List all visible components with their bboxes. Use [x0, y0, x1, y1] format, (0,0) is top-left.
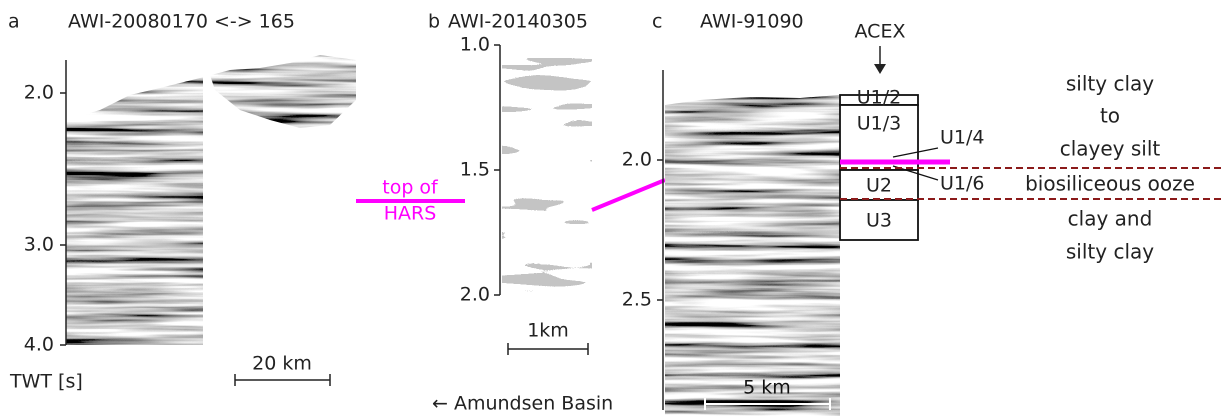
panel-title: AWI-91090: [700, 11, 804, 33]
seismic-image: [665, 68, 840, 416]
y-tick-label: 2.0: [622, 149, 652, 171]
y-tick-label: 2.0: [24, 82, 54, 104]
panel-letter: c: [652, 11, 662, 33]
lithology-label: biosiliceous ooze: [1025, 172, 1195, 196]
direction-label: ← Amundsen Basin: [432, 393, 613, 415]
unit-label: U2: [866, 175, 892, 197]
panel-title: AWI-20080170 <-> 165: [68, 11, 295, 33]
y-axis: [60, 60, 66, 345]
panel-title: AWI-20140305: [448, 11, 588, 33]
y-tick-label: 3.0: [24, 234, 54, 256]
unit-label: U1/3: [857, 113, 902, 135]
y-tick-label: 2.5: [622, 289, 652, 311]
scale-bar: [508, 343, 588, 355]
horizon-label: top of: [382, 177, 439, 199]
scale-label: 5 km: [743, 377, 791, 399]
panel-letter: a: [8, 11, 20, 33]
y-axis: [494, 45, 500, 295]
seismic-image: [502, 58, 592, 300]
y-tick-label: 1.5: [460, 159, 490, 181]
seismic-image: [66, 50, 356, 345]
scale-label: 20 km: [252, 353, 312, 375]
axis-label: TWT [s]: [9, 371, 83, 393]
panel-letter: b: [428, 11, 440, 33]
lithology-label: to: [1100, 104, 1120, 128]
core-title: ACEX: [855, 21, 906, 43]
y-tick-label: 1.0: [460, 34, 490, 56]
figure: a AWI-20080170 <-> 165 2.0 3.0 4.0 TWT […: [0, 0, 1222, 416]
page: {"panels":[ {"letter":"a","title":"AWI-2…: [0, 0, 1222, 416]
unit-label: U1/2: [857, 87, 902, 109]
unit-label: U3: [866, 210, 892, 232]
lithology-label: clayey silt: [1060, 137, 1161, 161]
scale-bar: [235, 374, 330, 386]
scale-label: 1km: [527, 320, 569, 342]
lithology-label: silty clay: [1066, 72, 1154, 96]
arrow-head: [874, 64, 886, 74]
horizon-line: [592, 180, 665, 210]
lithology-label: silty clay: [1066, 240, 1154, 264]
y-tick-label: 4.0: [24, 334, 54, 356]
lithology-label: clay and: [1068, 207, 1153, 231]
horizon-label: HARS: [384, 203, 437, 225]
callout-label: U1/6: [940, 173, 985, 195]
callout-label: U1/4: [940, 127, 985, 149]
y-axis: [657, 70, 663, 410]
y-tick-label: 2.0: [460, 284, 490, 306]
